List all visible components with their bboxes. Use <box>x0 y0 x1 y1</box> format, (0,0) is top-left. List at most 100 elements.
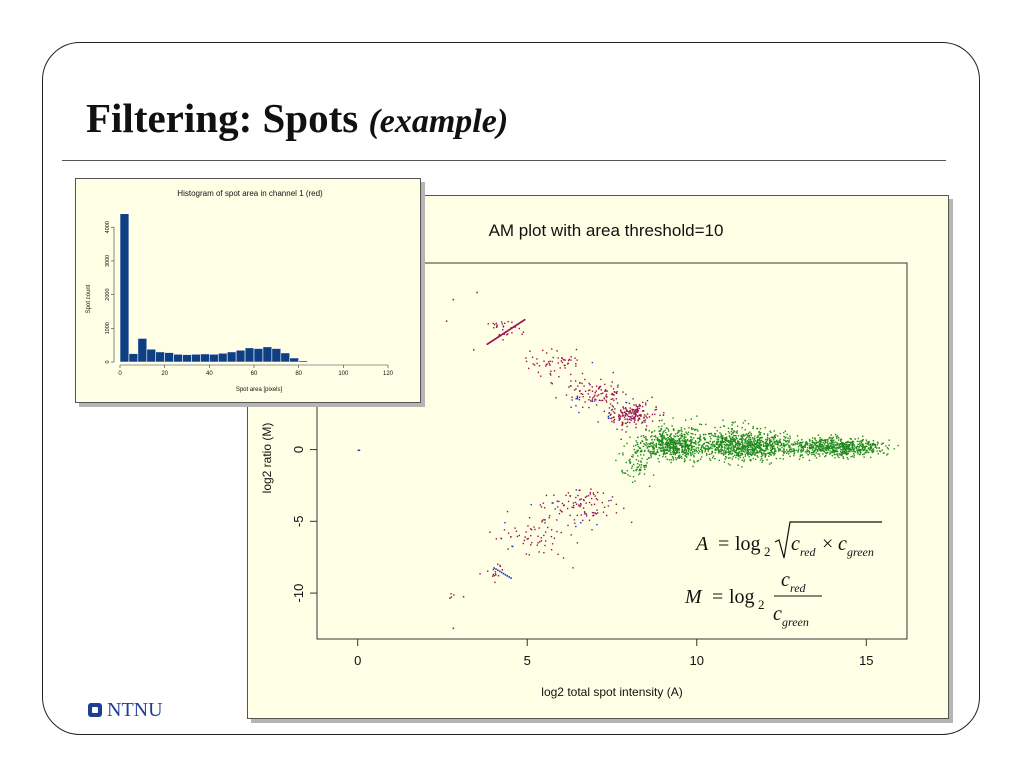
am-point <box>497 336 499 339</box>
am-point <box>743 442 746 444</box>
am-point <box>507 329 510 332</box>
am-point <box>719 444 722 446</box>
am-point <box>569 495 572 497</box>
am-point <box>743 444 746 447</box>
am-point <box>530 503 532 506</box>
am-point <box>606 396 608 398</box>
am-point <box>778 441 780 443</box>
am-point <box>707 442 710 444</box>
am-point <box>768 455 770 457</box>
am-point <box>857 450 859 452</box>
am-point <box>588 501 591 504</box>
histogram-bar <box>307 361 317 363</box>
am-point <box>670 461 672 464</box>
am-point <box>775 450 777 452</box>
am-point <box>796 435 799 437</box>
am-point <box>584 390 587 393</box>
formula-a-c-green: c <box>838 533 847 555</box>
am-point <box>704 433 707 436</box>
am-point <box>830 445 832 447</box>
am-point <box>790 449 792 451</box>
am-point <box>704 449 707 451</box>
am-point <box>507 320 509 323</box>
am-point <box>788 441 790 443</box>
am-point <box>487 342 490 345</box>
am-point <box>502 572 505 575</box>
formula-a-log: log <box>735 533 761 555</box>
am-point <box>820 450 822 452</box>
am-point <box>699 438 701 440</box>
am-point <box>864 442 867 445</box>
am-point <box>661 434 664 437</box>
am-point <box>861 440 864 442</box>
am-point <box>593 493 595 496</box>
am-point <box>594 512 597 514</box>
am-point <box>576 397 579 399</box>
am-point <box>745 450 747 452</box>
am-point <box>685 449 687 451</box>
am-point <box>827 451 829 454</box>
am-point <box>658 439 661 441</box>
am-point <box>680 442 682 444</box>
am-point <box>679 442 681 444</box>
am-point <box>754 443 756 446</box>
am-point <box>596 509 598 511</box>
am-point <box>620 438 622 441</box>
am-point <box>694 433 697 436</box>
am-point <box>667 444 670 447</box>
am-point <box>584 511 586 514</box>
am-point <box>868 449 871 451</box>
am-point <box>743 451 746 453</box>
am-point <box>831 443 833 445</box>
am-point <box>657 451 659 454</box>
am-point <box>865 449 867 452</box>
histogram-bar <box>209 353 219 363</box>
am-point <box>750 459 752 462</box>
am-point <box>730 444 733 446</box>
am-point <box>575 362 577 365</box>
am-point <box>563 504 565 507</box>
am-point <box>666 446 669 449</box>
am-point <box>565 394 568 396</box>
am-point <box>576 395 579 397</box>
am-point <box>707 450 710 452</box>
am-point <box>756 446 759 449</box>
am-point <box>689 443 692 445</box>
am-point <box>869 448 871 450</box>
am-point <box>806 449 809 451</box>
am-point <box>851 446 853 449</box>
am-point <box>635 458 638 461</box>
am-point <box>846 441 848 443</box>
am-point <box>840 453 842 455</box>
am-point <box>501 333 504 335</box>
am-point <box>871 451 874 454</box>
am-point <box>658 440 660 442</box>
am-point <box>803 445 805 448</box>
histogram-y-axis-label: Spot count <box>86 284 92 313</box>
am-point <box>699 438 701 441</box>
am-point <box>735 449 738 451</box>
am-point <box>689 439 692 441</box>
am-point <box>643 436 645 439</box>
am-point <box>886 447 889 449</box>
am-point <box>554 508 557 510</box>
am-point <box>859 442 861 445</box>
am-point <box>639 447 641 450</box>
am-point <box>673 446 675 448</box>
am-point <box>684 419 687 421</box>
am-point <box>731 424 733 426</box>
am-point <box>817 445 820 448</box>
am-point <box>860 441 863 444</box>
am-point <box>845 441 848 444</box>
am-point <box>697 442 699 444</box>
am-point <box>847 444 850 446</box>
am-point <box>514 325 516 327</box>
am-point <box>836 435 839 437</box>
am-point <box>502 332 505 335</box>
am-point <box>634 419 636 422</box>
am-point <box>622 415 625 417</box>
am-point <box>752 453 754 455</box>
am-point <box>734 440 736 443</box>
am-point <box>730 440 733 442</box>
am-point <box>618 414 620 416</box>
